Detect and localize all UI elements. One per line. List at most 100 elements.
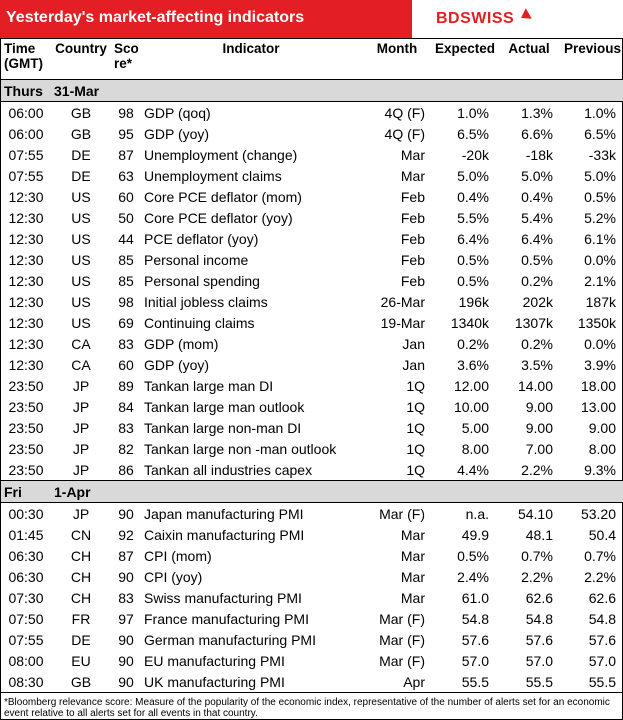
expected-cell: 5.5% bbox=[457, 209, 489, 226]
country-cell: EU bbox=[71, 652, 91, 669]
score-cell: 90 bbox=[118, 631, 134, 648]
expected-cell: 0.5% bbox=[457, 547, 489, 564]
expected-cell: 4.4% bbox=[457, 461, 489, 478]
expected-cell: 196k bbox=[458, 293, 489, 310]
month-cell: Feb bbox=[400, 251, 425, 268]
month-cell: 1Q bbox=[406, 377, 425, 394]
actual-cell: 9.00 bbox=[525, 398, 553, 415]
indicator-cell: Personal income bbox=[144, 251, 249, 268]
previous-cell: 18.00 bbox=[580, 377, 616, 394]
table-row: 08:30 GB 90 UK manufacturing PMI Apr 55.5 55.5… bbox=[1, 671, 623, 692]
day-date: 1-Apr bbox=[51, 480, 623, 503]
time-cell: 23:50 bbox=[8, 461, 44, 478]
country-cell: GB bbox=[70, 125, 92, 142]
previous-cell: 57.0 bbox=[588, 652, 616, 669]
table-row: 12:30 US 69 Continuing claims 19-Mar 1340k 130… bbox=[1, 312, 623, 333]
actual-cell: 0.7% bbox=[521, 547, 553, 564]
country-cell: JP bbox=[72, 377, 90, 394]
score-cell: 90 bbox=[118, 568, 134, 585]
score-cell: 97 bbox=[118, 610, 134, 627]
actual-cell: 9.00 bbox=[525, 419, 553, 436]
month-cell: 1Q bbox=[406, 461, 425, 478]
actual-cell: 1307k bbox=[514, 314, 553, 331]
table-row: 06:00 GB 98 GDP (qoq) 4Q (F) 1.0% 1.3% 1.0% bbox=[1, 102, 623, 124]
score-cell: 98 bbox=[118, 293, 134, 310]
previous-cell: 0.7% bbox=[584, 547, 616, 564]
score-cell: 69 bbox=[118, 314, 134, 331]
header-expected: Expected bbox=[433, 39, 497, 80]
indicator-cell: GDP (yoy) bbox=[144, 356, 210, 373]
country-cell: US bbox=[71, 230, 91, 247]
expected-cell: 2.4% bbox=[457, 568, 489, 585]
expected-cell: 6.5% bbox=[457, 125, 489, 142]
time-cell: 23:50 bbox=[8, 377, 44, 394]
time-cell: 08:30 bbox=[8, 673, 44, 690]
previous-cell: 9.3% bbox=[584, 461, 616, 478]
time-cell: 23:50 bbox=[8, 440, 44, 457]
previous-cell: 5.0% bbox=[584, 167, 616, 184]
country-cell: DE bbox=[71, 146, 91, 163]
month-cell: Mar bbox=[400, 568, 425, 585]
expected-cell: 61.0 bbox=[461, 589, 489, 606]
previous-cell: 62.6 bbox=[588, 589, 616, 606]
expected-cell: 6.4% bbox=[457, 230, 489, 247]
previous-cell: 187k bbox=[585, 293, 616, 310]
month-cell: Mar (F) bbox=[379, 631, 425, 648]
score-cell: 90 bbox=[118, 505, 134, 522]
expected-cell: 54.8 bbox=[461, 610, 489, 627]
score-cell: 85 bbox=[118, 272, 134, 289]
actual-cell: 57.0 bbox=[525, 652, 553, 669]
time-cell: 23:50 bbox=[8, 419, 44, 436]
score-cell: 84 bbox=[118, 398, 134, 415]
country-cell: JP bbox=[72, 419, 90, 436]
indicator-cell: GDP (qoq) bbox=[144, 104, 211, 121]
table-row: 12:30 US 60 Core PCE deflator (mom) Feb 0.4% 0… bbox=[1, 186, 623, 207]
table-body: Thurs 31-Mar 06:00 GB 98 GDP (qoq) 4Q (F) 1.0% 1… bbox=[1, 79, 623, 693]
time-cell: 07:55 bbox=[8, 631, 44, 648]
score-cell: 83 bbox=[118, 335, 134, 352]
actual-cell: 0.5% bbox=[521, 251, 553, 268]
score-cell: 86 bbox=[118, 461, 134, 478]
previous-cell: 3.9% bbox=[584, 356, 616, 373]
score-cell: 83 bbox=[118, 419, 134, 436]
country-cell: US bbox=[71, 293, 91, 310]
banner-title: Yesterday's market-affecting indicators bbox=[6, 9, 305, 26]
logo: BDSWISS bbox=[412, 0, 623, 38]
month-cell: Mar bbox=[400, 526, 425, 543]
country-cell: JP bbox=[72, 461, 90, 478]
score-cell: 98 bbox=[118, 104, 134, 121]
country-cell: JP bbox=[72, 398, 90, 415]
actual-cell: 57.6 bbox=[525, 631, 553, 648]
previous-cell: 6.5% bbox=[584, 125, 616, 142]
header-row: Time (GMT) Country Sco re* Indicator Month… bbox=[1, 39, 623, 80]
time-cell: 06:00 bbox=[8, 104, 44, 121]
country-cell: US bbox=[71, 251, 91, 268]
time-cell: 01:45 bbox=[8, 526, 44, 543]
month-cell: Mar (F) bbox=[379, 505, 425, 522]
actual-cell: 6.4% bbox=[521, 230, 553, 247]
time-cell: 12:30 bbox=[8, 251, 44, 268]
country-cell: CH bbox=[70, 547, 92, 564]
month-cell: Jan bbox=[402, 335, 425, 352]
actual-cell: 1.3% bbox=[521, 104, 553, 121]
previous-cell: 0.0% bbox=[584, 335, 616, 352]
table-row: 23:50 JP 82 Tankan large non -man outlook 1Q… bbox=[1, 438, 623, 459]
table-row: 12:30 US 98 Initial jobless claims 26-Mar 196… bbox=[1, 291, 623, 312]
score-cell: 90 bbox=[118, 673, 134, 690]
indicator-table-wrapper: Time (GMT) Country Sco re* Indicator Month… bbox=[0, 38, 623, 720]
expected-cell: 0.2% bbox=[457, 335, 489, 352]
country-cell: JP bbox=[72, 440, 90, 457]
time-cell: 08:00 bbox=[8, 652, 44, 669]
previous-cell: 0.5% bbox=[584, 188, 616, 205]
indicator-table: Time (GMT) Country Sco re* Indicator Month… bbox=[1, 39, 623, 692]
header-previous: Previous bbox=[561, 39, 623, 80]
score-cell: 85 bbox=[118, 251, 134, 268]
day-date: 31-Mar bbox=[51, 79, 623, 102]
indicator-cell: EU manufacturing PMI bbox=[144, 652, 285, 669]
time-cell: 12:30 bbox=[8, 314, 44, 331]
table-row: 12:30 US 50 Core PCE deflator (yoy) Feb 5.5% 5… bbox=[1, 207, 623, 228]
indicator-cell: GDP (mom) bbox=[144, 335, 219, 352]
indicator-cell: Tankan all industries capex bbox=[144, 461, 313, 478]
previous-cell: 53.20 bbox=[580, 505, 616, 522]
table-row: 23:50 JP 89 Tankan large man DI 1Q 12.00 14.00… bbox=[1, 375, 623, 396]
